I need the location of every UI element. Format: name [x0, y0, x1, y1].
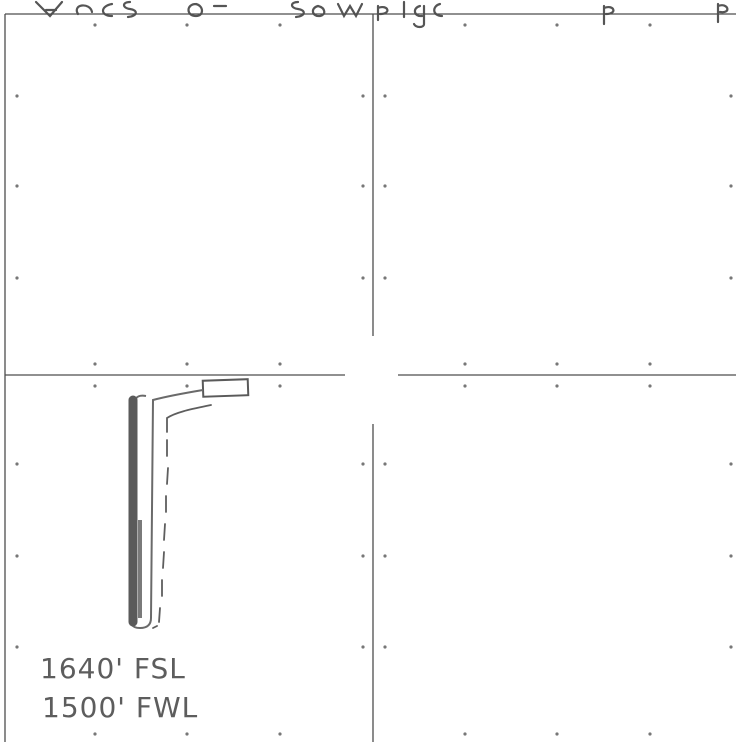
well-pad-rectangle: [201, 378, 250, 398]
cropped-heading-scribble: [34, 0, 729, 29]
footage-label-fsl: 1640' FSL: [40, 652, 186, 685]
grid-dots: [15, 23, 733, 736]
dashed-setback-line: [152, 404, 212, 629]
section-grid: [4, 13, 736, 742]
footage-label-fwl: 1500' FWL: [42, 691, 198, 724]
